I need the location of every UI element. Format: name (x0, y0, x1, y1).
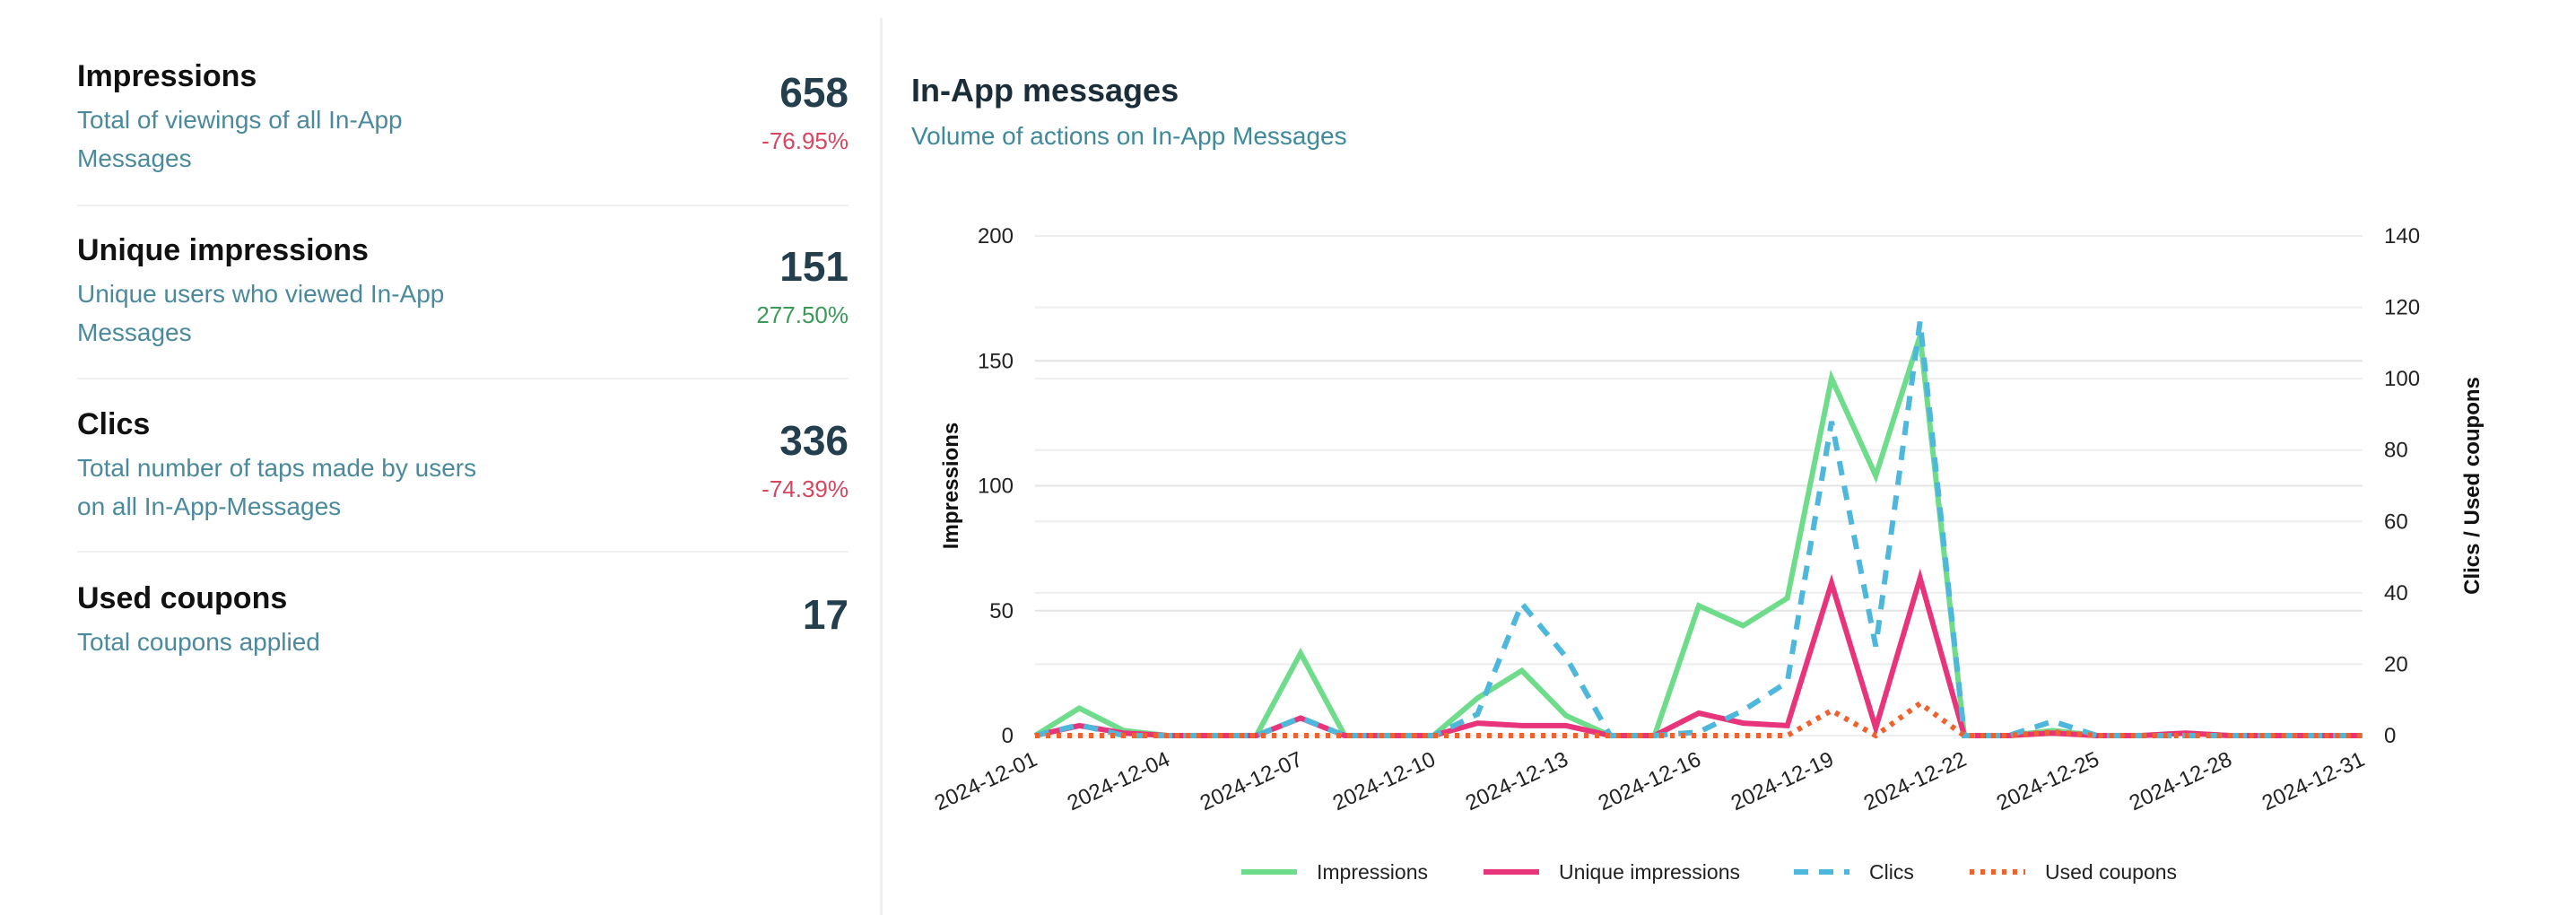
kpi-value: 151 (779, 242, 849, 291)
x-tick-label: 2024-12-16 (1595, 747, 1705, 815)
series-line-clics (1035, 322, 2363, 736)
kpi-panel: Impressions Total of viewings of all In-… (0, 0, 879, 913)
kpi-description: Total coupons applied (77, 623, 490, 661)
kpi-separator (77, 378, 849, 379)
legend-label-clics: Clics (1869, 860, 1914, 884)
kpi-value: 658 (779, 68, 849, 117)
kpi-description: Unique users who viewed In-App Messages (77, 274, 490, 352)
y-right-tick-label: 140 (2384, 224, 2420, 248)
legend-label-unique-impressions: Unique impressions (1559, 860, 1740, 884)
kpi-delta: -74.39% (761, 475, 849, 503)
y-left-tick-label: 100 (978, 475, 1014, 499)
series-line-impressions (1035, 336, 2363, 736)
kpi-delta: 277.50% (756, 301, 849, 329)
kpi-description: Total number of taps made by users on al… (77, 449, 490, 526)
x-tick-label: 2024-12-31 (2258, 747, 2369, 815)
y-right-tick-label: 120 (2384, 296, 2420, 320)
x-tick-label: 2024-12-13 (1462, 747, 1572, 815)
y-right-tick-label: 0 (2384, 724, 2396, 748)
kpi-value: 336 (779, 416, 849, 465)
panel-divider (880, 18, 883, 915)
x-tick-label: 2024-12-04 (1064, 747, 1174, 815)
y-left-tick-label: 0 (1002, 724, 1014, 748)
legend-label-used-coupons: Used coupons (2045, 860, 2177, 884)
y-right-tick-label: 20 (2384, 652, 2408, 676)
y-right-tick-label: 60 (2384, 510, 2408, 534)
legend-label-impressions: Impressions (1317, 860, 1428, 884)
kpi-title: Used coupons (77, 581, 287, 616)
y-right-tick-label: 80 (2384, 439, 2408, 463)
chart-subtitle: Volume of actions on In-App Messages (911, 122, 1347, 151)
kpi-separator (77, 551, 849, 553)
x-tick-label: 2024-12-25 (1993, 747, 2103, 815)
y-left-tick-label: 200 (978, 224, 1014, 248)
x-tick-label: 2024-12-01 (931, 747, 1041, 815)
x-tick-label: 2024-12-22 (1860, 747, 1971, 815)
x-tick-label: 2024-12-10 (1329, 747, 1440, 815)
kpi-description: Total of viewings of all In-App Messages (77, 100, 490, 178)
x-tick-label: 2024-12-19 (1727, 747, 1838, 815)
series-line-unique-impressions (1035, 579, 2363, 736)
kpi-separator (77, 205, 849, 206)
x-tick-label: 2024-12-07 (1197, 747, 1307, 815)
y-right-tick-label: 40 (2384, 581, 2408, 606)
y-left-tick-label: 50 (989, 599, 1014, 623)
line-chart: 0 50 100 150 200 0 20 40 60 80 100 120 140 Impression… (897, 197, 2547, 906)
kpi-title: Clics (77, 407, 150, 442)
series-line-used-coupons (1035, 703, 2363, 736)
y-right-tick-label: 100 (2384, 367, 2420, 391)
y-left-axis-title: Impressions (939, 423, 963, 549)
kpi-value: 17 (803, 590, 849, 639)
chart-title: In-App messages (911, 72, 1179, 109)
y-left-tick-label: 150 (978, 349, 1014, 373)
kpi-delta: -76.95% (761, 127, 849, 155)
kpi-title: Unique impressions (77, 233, 369, 268)
x-tick-label: 2024-12-28 (2126, 747, 2236, 815)
kpi-title: Impressions (77, 59, 257, 94)
y-right-axis-title: Clics / Used coupons (2460, 377, 2485, 595)
